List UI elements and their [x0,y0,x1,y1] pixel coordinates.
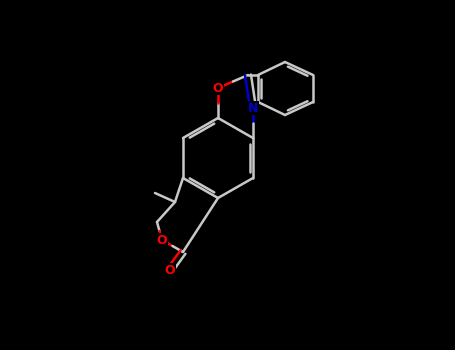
Text: O: O [165,264,175,276]
Text: O: O [157,233,167,246]
Text: N: N [248,102,258,114]
Text: O: O [212,82,223,95]
